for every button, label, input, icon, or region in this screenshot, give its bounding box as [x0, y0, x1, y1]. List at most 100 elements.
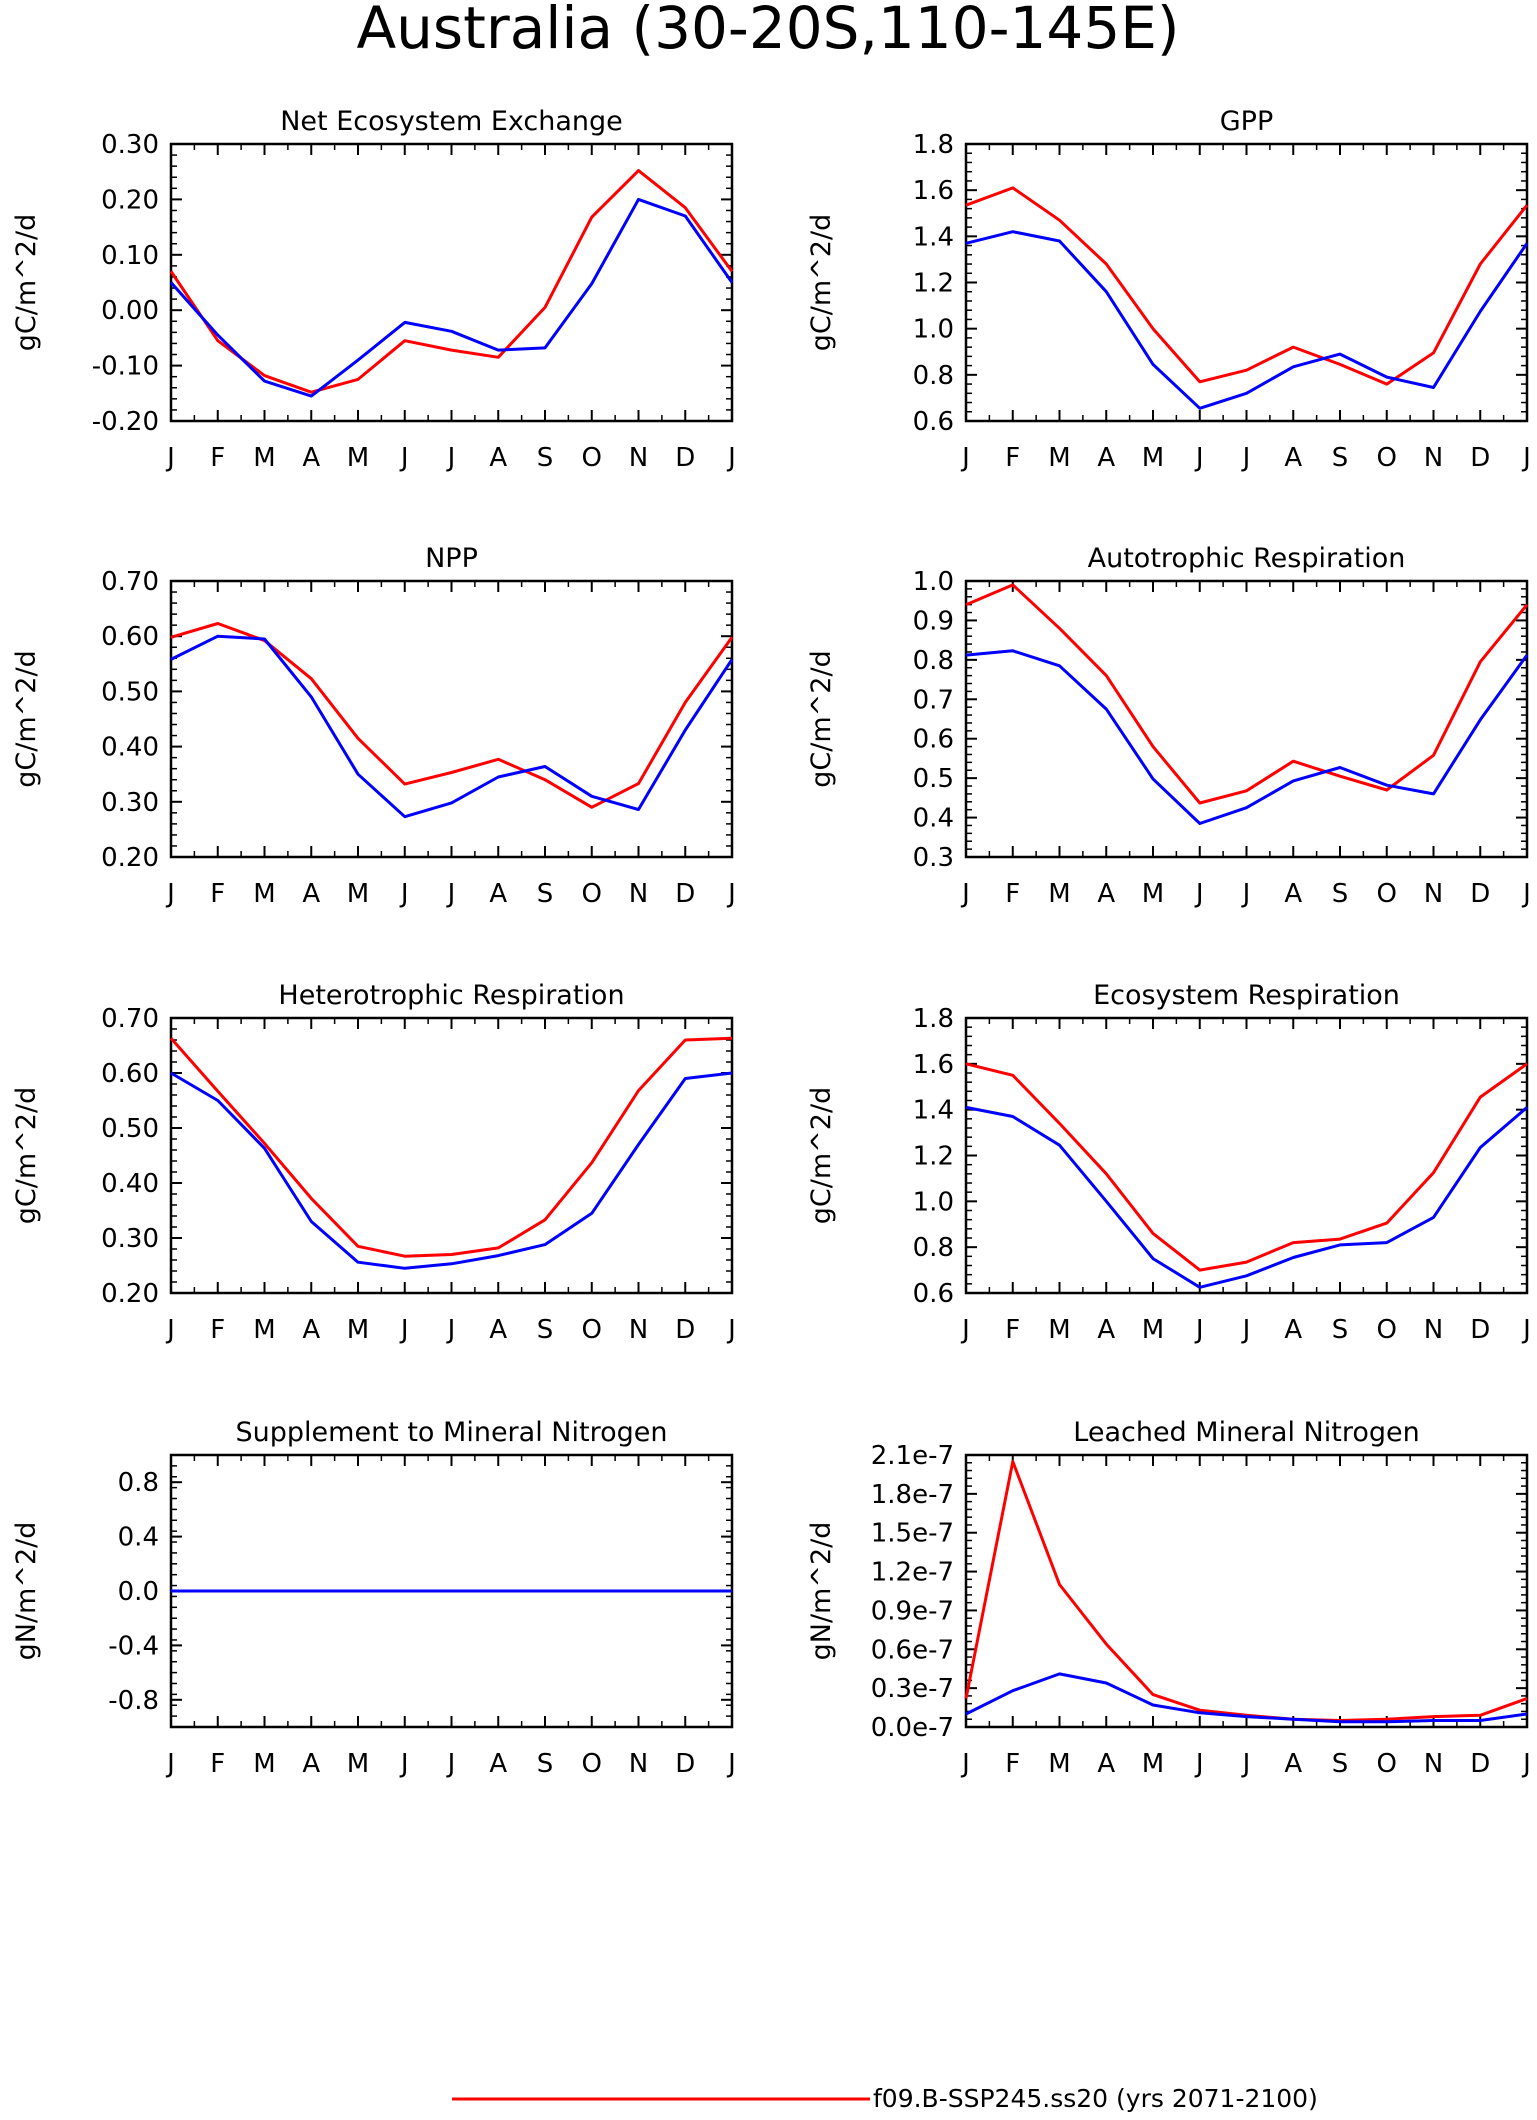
y-axis-label: gC/m^2/d	[806, 650, 837, 787]
x-tick-label: A	[1284, 1315, 1302, 1345]
y-tick-label: 0.20	[101, 1279, 159, 1309]
x-tick-label: D	[1470, 879, 1490, 909]
y-tick-label: -0.4	[108, 1631, 159, 1661]
x-tick-label: J	[399, 1315, 409, 1345]
series-line	[965, 1062, 1528, 1272]
x-tick-label: S	[537, 879, 554, 909]
x-tick-label: J	[1194, 879, 1204, 909]
y-tick-label: 0.0e-7	[871, 1713, 954, 1743]
y-tick-label: 0.60	[101, 622, 159, 652]
x-tick-label: N	[629, 443, 648, 473]
x-tick-label: J	[1194, 443, 1204, 473]
series-line	[170, 622, 734, 809]
x-tick-label: S	[537, 1315, 554, 1345]
y-tick-label: 1.8	[913, 1004, 954, 1034]
y-tick-label: 1.2	[913, 1142, 954, 1172]
x-tick-label: J	[726, 1749, 736, 1779]
y-tick-label: 0.8	[118, 1468, 159, 1498]
y-tick-label: 1.2e-7	[871, 1558, 954, 1588]
x-tick-label: F	[210, 1315, 225, 1345]
x-tick-label: A	[1284, 1749, 1302, 1779]
x-tick-label: A	[1284, 879, 1302, 909]
y-tick-label: -0.20	[92, 407, 159, 437]
y-tick-label: 1.2	[913, 269, 954, 299]
x-tick-label: O	[1377, 879, 1397, 909]
y-tick-label: 2.1e-7	[871, 1441, 954, 1471]
series-line	[170, 634, 734, 819]
x-tick-label: F	[1005, 443, 1020, 473]
x-tick-label: J	[1521, 879, 1531, 909]
x-tick-label: O	[582, 1315, 602, 1345]
y-tick-label: -0.10	[92, 352, 159, 382]
y-tick-label: 1.8	[913, 130, 954, 160]
x-tick-label: M	[253, 1749, 275, 1779]
x-tick-label: J	[399, 879, 409, 909]
y-tick-label: 0.20	[101, 843, 159, 873]
series-line	[169, 197, 734, 398]
series-line	[169, 169, 734, 394]
x-tick-label: A	[302, 879, 320, 909]
y-tick-label: 1.5e-7	[871, 1519, 954, 1549]
y-tick-label: 1.6	[913, 1050, 954, 1080]
x-tick-label: S	[1332, 1749, 1349, 1779]
y-tick-label: 0.6e-7	[871, 1635, 954, 1665]
y-tick-label: 0.10	[101, 241, 159, 271]
series-line	[169, 1036, 733, 1258]
x-tick-label: D	[1470, 1749, 1490, 1779]
x-tick-label: S	[1332, 879, 1349, 909]
x-tick-label: J	[960, 1315, 970, 1345]
x-tick-label: J	[446, 443, 456, 473]
x-tick-label: M	[1048, 443, 1070, 473]
y-axis-label: gN/m^2/d	[806, 1522, 837, 1661]
x-tick-label: S	[1332, 443, 1349, 473]
x-tick-label: O	[582, 879, 602, 909]
x-tick-label: A	[302, 1315, 320, 1345]
x-tick-label: J	[1241, 443, 1251, 473]
x-tick-label: D	[675, 879, 695, 909]
x-tick-label: N	[1424, 879, 1443, 909]
y-axis-label: gC/m^2/d	[11, 650, 42, 787]
x-tick-label: J	[726, 443, 736, 473]
panel-title: GPP	[1220, 106, 1274, 137]
y-axis-label: gN/m^2/d	[11, 1522, 42, 1661]
y-tick-label: 0.8	[913, 361, 954, 391]
x-tick-label: A	[1097, 443, 1115, 473]
y-tick-label: 0.20	[101, 185, 159, 215]
x-tick-label: O	[582, 443, 602, 473]
x-tick-label: J	[960, 443, 970, 473]
x-tick-label: M	[1142, 1749, 1164, 1779]
y-tick-label: 0.6	[913, 407, 954, 437]
y-tick-label: 0.6	[913, 725, 954, 755]
x-tick-label: D	[1470, 1315, 1490, 1345]
x-tick-label: A	[1097, 1749, 1115, 1779]
y-tick-label: 0.8	[913, 1233, 954, 1263]
panel-title: NPP	[425, 543, 478, 574]
x-tick-label: J	[446, 879, 456, 909]
x-tick-label: D	[675, 1749, 695, 1779]
series-line	[170, 1071, 733, 1270]
x-tick-label: J	[165, 443, 175, 473]
y-tick-label: 0.70	[101, 1004, 159, 1034]
panel-title: Supplement to Mineral Nitrogen	[236, 1417, 668, 1448]
x-tick-label: J	[399, 443, 409, 473]
y-tick-label: 0.40	[101, 733, 159, 763]
x-tick-label: D	[675, 1315, 695, 1345]
x-tick-label: M	[1142, 443, 1164, 473]
x-tick-label: A	[1097, 879, 1115, 909]
x-tick-label: A	[302, 1749, 320, 1779]
x-tick-label: F	[1005, 1749, 1020, 1779]
chart-panel: Supplement to Mineral Nitrogen gN/m^2/d J F…	[11, 1417, 736, 1779]
y-tick-label: 0.50	[101, 677, 159, 707]
x-tick-label: M	[347, 443, 369, 473]
y-tick-label: 0.70	[101, 567, 159, 597]
figure-title: Australia (30-20S,110-145E)	[356, 0, 1179, 62]
series-line	[965, 583, 1529, 805]
series-line	[965, 186, 1529, 386]
x-tick-label: J	[165, 879, 175, 909]
